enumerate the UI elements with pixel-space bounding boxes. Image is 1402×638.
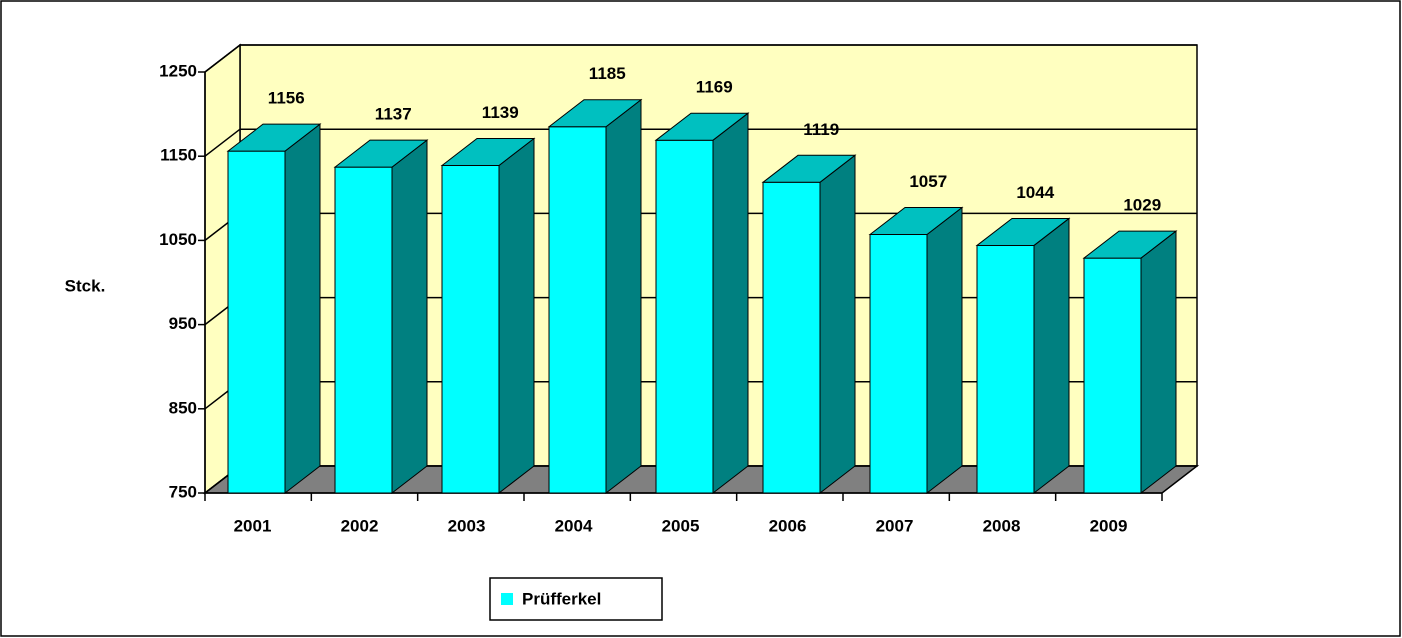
x-tick-label: 2003 <box>448 516 486 535</box>
bar-front <box>227 150 286 494</box>
bar-top <box>547 99 643 128</box>
bar-front <box>976 244 1035 494</box>
data-label: 1044 <box>1016 183 1054 202</box>
bar <box>333 139 429 495</box>
y-tick-label: 950 <box>169 314 197 333</box>
bar-side <box>498 137 535 495</box>
x-tick-label: 2001 <box>234 516 272 535</box>
bar <box>1082 230 1178 495</box>
bar-top <box>868 207 964 236</box>
bar-side <box>1033 217 1070 495</box>
bar-side <box>712 112 749 495</box>
bar <box>226 123 322 495</box>
data-label: 1185 <box>589 64 626 83</box>
bar-side <box>819 154 856 495</box>
grid-line <box>204 128 1197 157</box>
y-tick-label: 1250 <box>159 61 197 80</box>
bar-top <box>761 154 857 183</box>
legend-box <box>489 577 663 621</box>
data-label: 1156 <box>268 89 305 108</box>
bar-front <box>762 181 821 494</box>
bar-front <box>869 234 928 494</box>
y-tick-label: 1150 <box>160 146 197 165</box>
bar-top <box>333 139 429 168</box>
bar-front <box>548 126 607 494</box>
data-label: 1169 <box>696 78 733 97</box>
x-tick-label: 2007 <box>876 516 914 535</box>
bar <box>761 154 857 495</box>
x-tick-label: 2009 <box>1090 516 1128 535</box>
bar <box>975 217 1071 495</box>
data-label: 1057 <box>909 172 947 191</box>
bar-front <box>334 166 393 494</box>
bar-top <box>440 137 536 166</box>
bar-side <box>605 98 642 495</box>
y-tick-label: 750 <box>169 482 197 501</box>
bar-front <box>655 139 714 494</box>
bar <box>654 112 750 495</box>
y-axis-label: Stck. <box>65 276 106 295</box>
legend-swatch <box>501 593 513 605</box>
y-tick-label: 850 <box>169 398 197 417</box>
x-tick-label: 2004 <box>555 516 593 535</box>
bar <box>440 137 536 495</box>
bar-top <box>1082 230 1178 259</box>
bar-top <box>226 123 322 152</box>
bar-top <box>975 217 1071 246</box>
bar <box>547 98 643 495</box>
plot-area <box>198 43 1200 501</box>
data-label: 1119 <box>803 120 839 139</box>
y-tick-label: 1050 <box>159 230 197 249</box>
data-label: 1029 <box>1123 196 1161 215</box>
x-tick-label: 2005 <box>662 516 700 535</box>
bar-front <box>441 164 500 494</box>
bar-side <box>284 123 321 495</box>
bar <box>868 206 964 495</box>
x-tick-label: 2002 <box>341 516 379 535</box>
data-label: 1137 <box>375 105 412 124</box>
bar-side <box>1140 230 1177 495</box>
data-label: 1139 <box>482 103 519 122</box>
x-tick-label: 2006 <box>769 516 807 535</box>
legend-label: Prüfferkel <box>522 589 601 608</box>
bar-side <box>391 139 428 495</box>
bar-top <box>654 112 750 141</box>
bar-front <box>1083 257 1142 494</box>
x-tick-label: 2008 <box>983 516 1021 535</box>
bar-side <box>926 206 963 495</box>
grid-line <box>204 44 1197 73</box>
